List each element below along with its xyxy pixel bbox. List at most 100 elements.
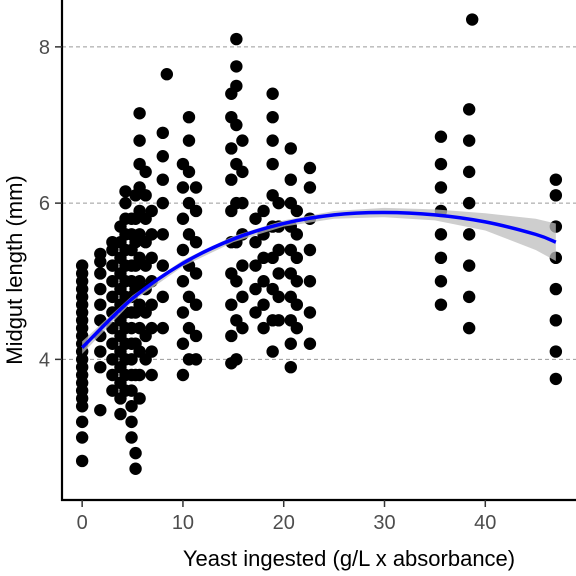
data-point [156, 228, 169, 241]
data-point [266, 87, 279, 100]
data-point [125, 415, 138, 429]
data-point [106, 353, 119, 366]
data-point [434, 130, 448, 143]
x-tick-label: 0 [77, 512, 88, 534]
data-point [225, 142, 238, 155]
data-point [145, 345, 158, 358]
data-point [156, 126, 169, 140]
data-point [462, 228, 476, 241]
data-point [290, 204, 304, 218]
data-point [549, 345, 563, 358]
data-point [303, 306, 317, 319]
x-tick-label: 10 [172, 512, 194, 534]
data-point [119, 185, 132, 198]
data-point [106, 384, 119, 397]
data-point [236, 134, 249, 147]
data-point [230, 275, 243, 288]
data-point [75, 415, 89, 429]
data-point [303, 243, 317, 257]
data-point [249, 259, 262, 272]
data-point [290, 251, 304, 265]
data-point [257, 251, 270, 265]
data-point [145, 251, 158, 265]
data-point [266, 157, 279, 171]
data-point [189, 181, 203, 194]
data-point [125, 431, 138, 444]
data-point [462, 290, 476, 304]
data-point [290, 228, 304, 241]
data-point [249, 235, 262, 249]
data-point [230, 60, 243, 73]
data-point [303, 161, 317, 175]
data-point [129, 446, 142, 460]
data-point [125, 400, 138, 413]
data-point [465, 13, 479, 26]
data-point [462, 165, 476, 179]
data-point [125, 353, 138, 366]
data-point [272, 243, 285, 257]
axes [55, 0, 576, 507]
data-point [257, 204, 270, 218]
data-points [75, 13, 563, 475]
data-point [249, 306, 262, 319]
data-point [176, 368, 190, 382]
data-point [139, 189, 152, 202]
data-point [266, 134, 279, 147]
data-point [434, 298, 448, 311]
data-point [236, 290, 249, 304]
data-point [106, 259, 119, 272]
data-point [236, 259, 249, 272]
data-point [284, 142, 297, 155]
data-point [272, 196, 285, 210]
trend-line [80, 210, 557, 349]
data-point [272, 290, 285, 304]
data-point [133, 134, 146, 147]
data-point [290, 321, 304, 335]
data-point [189, 267, 203, 280]
data-point [106, 290, 119, 304]
x-axis-title: Yeast ingested (g/L x absorbance) [183, 546, 515, 571]
y-axis-title: Midgut length (mm) [2, 175, 27, 365]
data-point [303, 181, 317, 194]
data-point [182, 110, 196, 124]
data-point [94, 267, 107, 280]
data-point [176, 275, 190, 288]
data-point [434, 181, 448, 194]
data-point [176, 212, 190, 225]
data-point [189, 329, 203, 343]
data-point [114, 407, 127, 421]
x-tick-label: 40 [474, 512, 496, 534]
data-point [266, 345, 279, 358]
data-point [462, 321, 476, 335]
data-point [290, 298, 304, 311]
data-point [145, 204, 158, 218]
data-point [75, 259, 89, 272]
data-point [303, 275, 317, 288]
x-tick-label: 20 [273, 512, 295, 534]
confidence-band-area [82, 207, 556, 354]
y-tick-label: 4 [39, 349, 50, 371]
data-point [156, 196, 169, 210]
data-point [176, 181, 190, 194]
data-point [549, 189, 563, 202]
data-point [133, 392, 146, 405]
data-point [75, 454, 89, 468]
data-point [106, 275, 119, 288]
data-point [145, 298, 158, 311]
data-point [230, 118, 243, 132]
data-point [303, 337, 317, 350]
data-point [94, 282, 107, 296]
data-point [249, 212, 262, 225]
data-point [94, 403, 107, 417]
data-point [284, 360, 297, 374]
data-point [133, 107, 146, 120]
data-point [272, 314, 285, 327]
data-point [549, 314, 563, 327]
data-point [225, 173, 238, 186]
data-point [106, 337, 119, 350]
data-point [75, 431, 89, 444]
data-point [94, 247, 107, 261]
data-point [125, 384, 138, 397]
data-point [462, 196, 476, 210]
